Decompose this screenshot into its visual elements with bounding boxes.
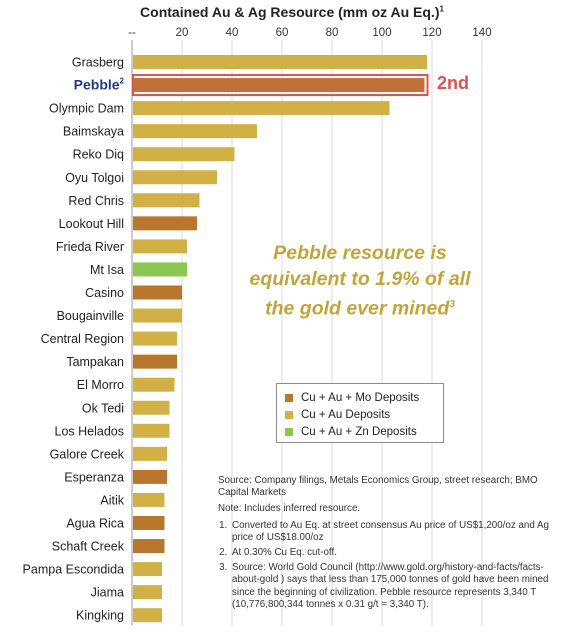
- legend-label-cu-au: Cu + Au Deposits: [301, 408, 391, 421]
- category-label: Casino: [85, 286, 124, 300]
- bar-agua-rica: [133, 516, 165, 530]
- bar-lookout-hill: [133, 216, 197, 231]
- callout-line-2: equivalent to 1.9% of all: [249, 268, 471, 290]
- legend-item-cu-au: Cu + Au Deposits: [285, 406, 435, 423]
- category-label: Pebble2: [74, 77, 125, 93]
- category-label: Olympic Dam: [49, 102, 124, 116]
- bar-frieda-river: [133, 239, 187, 254]
- category-label: Agua Rica: [66, 517, 124, 531]
- highlight-footnote: 2: [120, 77, 125, 86]
- notes-note: Note: Includes inferred resource.: [218, 503, 361, 515]
- pebble-rank-label: 2nd: [437, 73, 470, 93]
- callout-line-3: the gold ever mined3: [240, 292, 480, 322]
- bar-olympic-dam: [133, 101, 390, 116]
- category-label: Los Helados: [55, 424, 125, 438]
- callout-line-3-text: the gold ever mined: [265, 297, 450, 320]
- legend-label-cu-au-zn: Cu + Au + Zn Deposits: [301, 425, 417, 438]
- category-label: El Morro: [77, 378, 124, 392]
- chart-legend: Cu + Au + Mo Deposits Cu + Au Deposits C…: [276, 383, 444, 443]
- bar-kingking: [133, 608, 162, 623]
- bar-schaft-creek: [133, 539, 165, 554]
- bar-jiama: [133, 585, 162, 600]
- bar-oyu-tolgoi: [133, 170, 217, 185]
- callout-line-1: Pebble resource is: [273, 242, 447, 264]
- highlight-outline: [132, 74, 429, 97]
- notes-footnote-3: Source: World Gold Council (http://www.g…: [230, 562, 568, 611]
- chart-notes: Source: Company filings, Metals Economic…: [218, 475, 568, 614]
- category-label: Galore Creek: [50, 447, 125, 461]
- bar-pampa-escondida: [133, 562, 162, 577]
- category-label: Oyu Tolgoi: [65, 171, 124, 185]
- legend-swatch-cu-au-zn: [285, 427, 293, 436]
- x-tick-label: 40: [226, 27, 239, 39]
- category-label: Schaft Creek: [52, 540, 125, 554]
- notes-footnote-list: Converted to Au Eq. at street consensus …: [218, 520, 568, 611]
- bar-galore-creek: [133, 446, 167, 461]
- legend-label-cu-au-mo: Cu + Au + Mo Deposits: [301, 391, 420, 404]
- chart-title: Contained Au & Ag Resource (mm oz Au Eq.…: [0, 4, 584, 20]
- category-label: Kingking: [76, 609, 124, 623]
- x-tick-label: 120: [422, 27, 441, 39]
- category-label: Red Chris: [68, 194, 124, 208]
- category-label: Jiama: [91, 586, 124, 600]
- category-label: Ok Tedi: [82, 401, 124, 415]
- pebble-callout: Pebble resource is equivalent to 1.9% of…: [240, 240, 480, 322]
- category-label: Grasberg: [72, 56, 124, 70]
- category-label: Pampa Escondida: [23, 563, 125, 577]
- notes-source: Source: Company filings, Metals Economic…: [218, 475, 538, 499]
- bar-red-chris: [133, 193, 200, 208]
- category-label: Esperanza: [64, 470, 124, 484]
- category-label: Bougainville: [57, 309, 124, 323]
- bar-baimskaya: [133, 124, 257, 139]
- category-label: Central Region: [41, 332, 124, 346]
- legend-swatch-cu-au-mo: [285, 393, 293, 402]
- bar-grasberg: [133, 55, 427, 69]
- chart-title-text: Contained Au & Ag Resource (mm oz Au Eq.…: [140, 4, 440, 20]
- category-label: Aitik: [100, 493, 124, 507]
- category-label: Reko Diq: [73, 148, 124, 162]
- bar-central-region: [133, 331, 177, 346]
- bar-casino: [133, 285, 182, 300]
- legend-item-cu-au-zn: Cu + Au + Zn Deposits: [285, 423, 435, 440]
- bar-tampakan: [133, 354, 177, 369]
- callout-footnote: 3: [449, 299, 455, 310]
- bar-mt-isa: [133, 262, 187, 277]
- bar-esperanza: [133, 469, 167, 484]
- bar-aitik: [133, 492, 165, 507]
- x-tick-label: 100: [372, 27, 391, 39]
- bar-ok-tedi: [133, 400, 170, 415]
- category-label: Tampakan: [66, 355, 124, 369]
- bar-pebble: [133, 78, 425, 93]
- bar-bougainville: [133, 308, 182, 323]
- chart-title-footnote: 1: [439, 4, 444, 14]
- legend-item-cu-au-mo: Cu + Au + Mo Deposits: [285, 389, 435, 406]
- notes-footnote-1: Converted to Au Eq. at street consensus …: [230, 520, 568, 544]
- x-tick-label: 140: [472, 27, 491, 39]
- x-tick-label: 20: [176, 27, 189, 39]
- category-label: Mt Isa: [90, 263, 124, 277]
- legend-swatch-cu-au: [285, 410, 293, 419]
- bar-los-helados: [133, 423, 170, 438]
- notes-footnote-2: At 0.30% Cu Eq. cut-off.: [230, 547, 568, 559]
- bar-el-morro: [133, 377, 175, 392]
- x-tick-label: 80: [326, 27, 339, 39]
- x-tick-label: --: [128, 27, 136, 39]
- category-label: Baimskaya: [63, 125, 124, 139]
- bar-reko-diq: [133, 147, 235, 162]
- category-label: Lookout Hill: [59, 217, 124, 231]
- x-tick-label: 60: [276, 27, 289, 39]
- category-label: Frieda River: [56, 240, 124, 254]
